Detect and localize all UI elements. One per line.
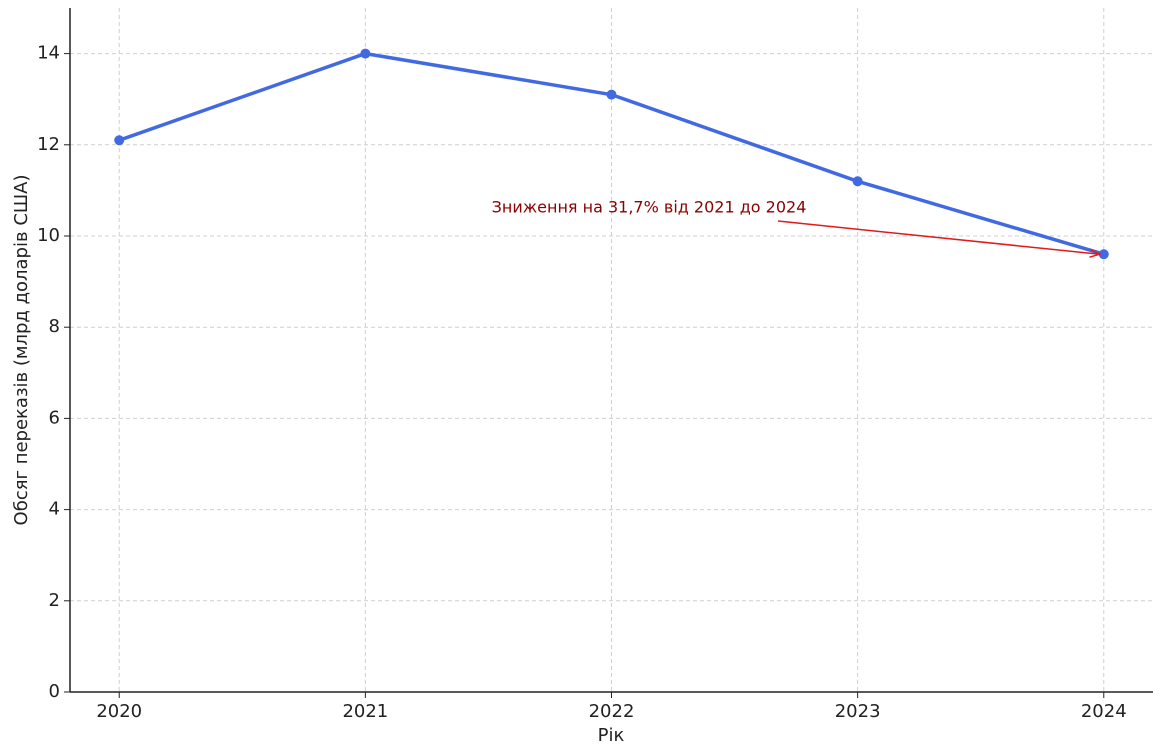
annotation-arrow bbox=[777, 220, 1100, 254]
point bbox=[114, 135, 125, 146]
point bbox=[1098, 249, 1109, 260]
x-tick-label: 2022 bbox=[589, 701, 635, 722]
point bbox=[852, 176, 863, 187]
y-tick-label: 8 bbox=[49, 316, 60, 337]
y-axis-label: Обсяг переказів (млрд доларів США) bbox=[11, 175, 32, 526]
x-tick-label: 2021 bbox=[342, 701, 388, 722]
annotation: Зниження на 31,7% від 2021 до 2024 bbox=[492, 198, 807, 217]
y-tick-label: 14 bbox=[37, 43, 60, 64]
line bbox=[118, 51, 1105, 256]
y-tick-label: 0 bbox=[49, 681, 60, 702]
point bbox=[606, 89, 617, 100]
x-tick-label: 2024 bbox=[1081, 701, 1127, 722]
y-tick-label: 10 bbox=[37, 225, 60, 246]
y-tick-label: 12 bbox=[37, 134, 60, 155]
y-tick-label: 2 bbox=[49, 590, 60, 611]
x-tick-label: 2023 bbox=[835, 701, 881, 722]
y-tick-label: 4 bbox=[49, 499, 60, 520]
point bbox=[360, 48, 371, 59]
x-tick-label: 2020 bbox=[96, 701, 142, 722]
y-tick-label: 6 bbox=[49, 407, 60, 428]
x-axis-label: Рік bbox=[598, 725, 625, 746]
